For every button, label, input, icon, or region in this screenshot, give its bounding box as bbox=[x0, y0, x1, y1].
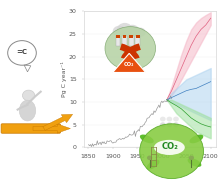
Text: CO₂: CO₂ bbox=[124, 62, 134, 67]
Text: =C: =C bbox=[16, 49, 28, 55]
Y-axis label: Pg C year⁻¹: Pg C year⁻¹ bbox=[61, 61, 67, 97]
Text: CO₂: CO₂ bbox=[162, 142, 179, 151]
